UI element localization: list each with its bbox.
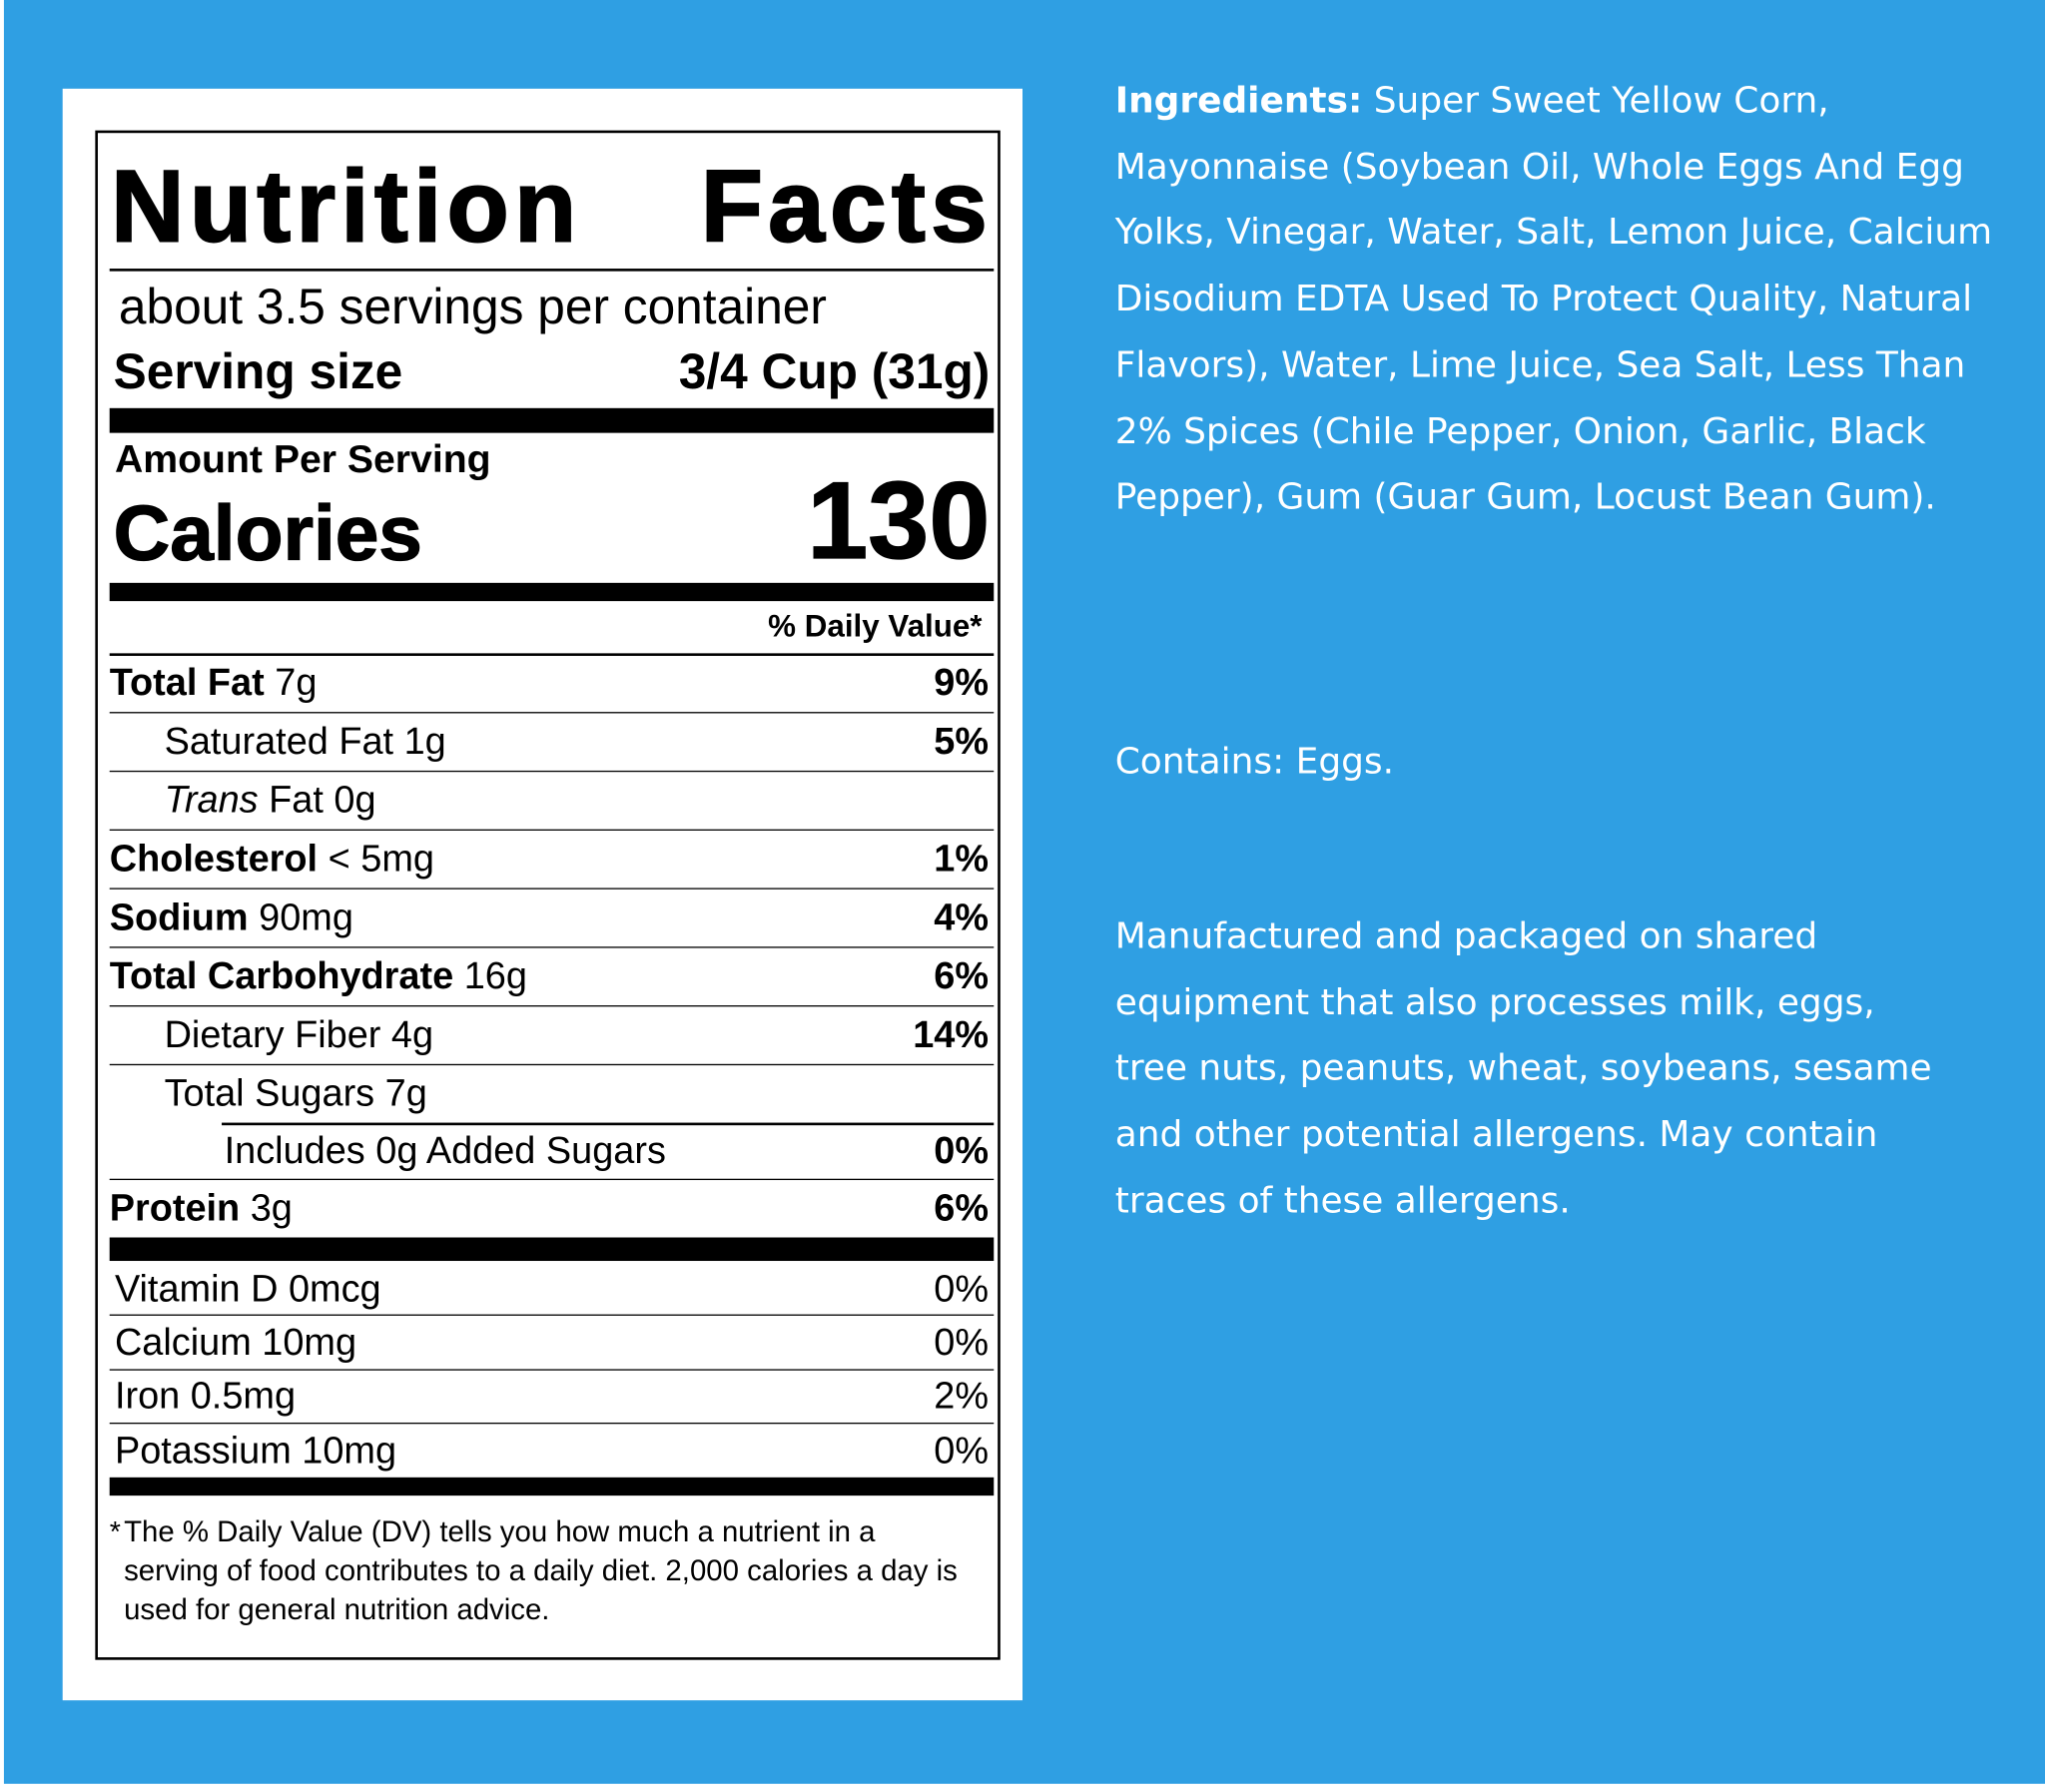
- thick-rule: [109, 1477, 995, 1496]
- nutrient-amount: 7g: [384, 1072, 427, 1115]
- nutrient-row: Total Sugars 7g: [110, 1065, 995, 1122]
- rule: [109, 269, 995, 272]
- nutrient-dv: 1%: [934, 838, 990, 881]
- vitamin-name: Potassium 10mg: [114, 1430, 397, 1473]
- nutrient-row: Includes 0g Added Sugars 0%: [109, 1124, 995, 1181]
- servings: about 3.5 servings per container: [118, 280, 827, 335]
- nutrient-name: Total Fat: [109, 662, 265, 705]
- nutrient-row: Protein 3g 6%: [110, 1180, 995, 1237]
- vitamin-dv: 0%: [934, 1268, 990, 1311]
- nutrient-row: Dietary Fiber 4g 14%: [109, 1006, 995, 1066]
- nutrient-dv: 0%: [934, 1130, 990, 1173]
- rule: [109, 653, 995, 656]
- nutrition-label: Nutrition Facts about 3.5 servings per c…: [95, 130, 1001, 1660]
- nutrient-name: Sodium: [109, 896, 249, 939]
- ingredients-heading: Ingredients:: [1114, 79, 1363, 122]
- nutrient-name: Total Sugars: [164, 1072, 375, 1115]
- thick-rule: [109, 407, 995, 433]
- nutrient-name: Cholesterol: [109, 838, 319, 881]
- footnote-star: *: [109, 1514, 121, 1548]
- vitamin-dv: 0%: [934, 1430, 990, 1473]
- nutrient-row: Total Fat 7g 9%: [109, 655, 995, 714]
- vitamin-row: Calcium 10mg 0%: [109, 1317, 995, 1371]
- ingredients-text: Super Sweet Yellow Corn, Mayonnaise (Soy…: [1114, 79, 1993, 518]
- vitamin-name: Vitamin D 0mcg: [114, 1268, 381, 1311]
- nutrient-amount: 90mg: [259, 896, 353, 939]
- contains: Contains: Eggs.: [1114, 740, 1395, 783]
- nutrient-dv: 6%: [934, 1187, 990, 1230]
- thick-rule: [109, 582, 995, 602]
- nutrient-amount: 16g: [463, 955, 527, 998]
- nutrient-name: Protein: [109, 1187, 241, 1230]
- dv-header: % Daily Value*: [768, 608, 983, 645]
- nutrient-amount: 0g: [334, 780, 376, 822]
- nutrient-dv: 9%: [934, 662, 990, 705]
- nutrient-name: Trans: [164, 780, 259, 822]
- calories: 130: [807, 458, 991, 582]
- thick-rule: [109, 1237, 995, 1262]
- nutrient-name: Includes 0g Added Sugars: [224, 1130, 666, 1173]
- nutrient-amount: 7g: [275, 662, 318, 705]
- rule: [222, 1122, 995, 1125]
- nutrient-dv: 14%: [913, 1014, 990, 1056]
- nutrient-amount: < 5mg: [328, 838, 434, 881]
- vitamin-name: Iron 0.5mg: [114, 1375, 297, 1418]
- nutrient-row: Sodium 90mg 4%: [109, 890, 995, 948]
- nutrient-row: Total Carbohydrate 16g 6%: [109, 948, 995, 1007]
- vitamin-row: Iron 0.5mg 2%: [109, 1371, 995, 1425]
- nutrient-dv: 5%: [934, 721, 990, 764]
- nutrient-dv: 6%: [934, 955, 990, 998]
- nutrient-name-rest: Fat: [269, 780, 324, 822]
- manufactured-note: Manufactured and packaged on shared equi…: [1114, 914, 1932, 1222]
- serving-size-label: Serving size: [113, 345, 403, 400]
- nutrient-row: Cholesterol < 5mg 1%: [109, 831, 995, 890]
- nutrient-row: Saturated Fat 1g 5%: [109, 713, 995, 773]
- nutrient-dv: 4%: [934, 896, 990, 939]
- nutrient-amount: 4g: [390, 1014, 434, 1056]
- nutrient-name: Saturated Fat: [164, 721, 394, 764]
- nutrient-amount: 1g: [403, 721, 446, 764]
- ingredients: Ingredients: Super Sweet Yellow Corn, Ma…: [1115, 68, 2002, 531]
- vitamin-name: Calcium 10mg: [114, 1322, 357, 1365]
- vitamin-row: Vitamin D 0mcg 0%: [109, 1262, 995, 1316]
- footnote: The % Daily Value (DV) tells you how muc…: [124, 1514, 958, 1626]
- nutrient-amount: 3g: [250, 1187, 293, 1230]
- label-title: Nutrition Facts: [110, 148, 993, 264]
- serving-size: 3/4 Cup (31g): [678, 345, 991, 400]
- label-card: Nutrition Facts about 3.5 servings per c…: [62, 88, 1022, 1701]
- nutrient-name: Dietary Fiber: [164, 1014, 381, 1056]
- vitamin-dv: 2%: [934, 1375, 990, 1418]
- vitamin-dv: 0%: [934, 1322, 990, 1365]
- nutrient-row: Trans Fat 0g: [109, 772, 995, 831]
- nutrient-name: Total Carbohydrate: [109, 955, 454, 998]
- calories-label: Calories: [113, 488, 423, 577]
- amount-per-serving: Amount Per Serving: [114, 437, 491, 481]
- vitamin-row: Potassium 10mg 0%: [110, 1424, 995, 1476]
